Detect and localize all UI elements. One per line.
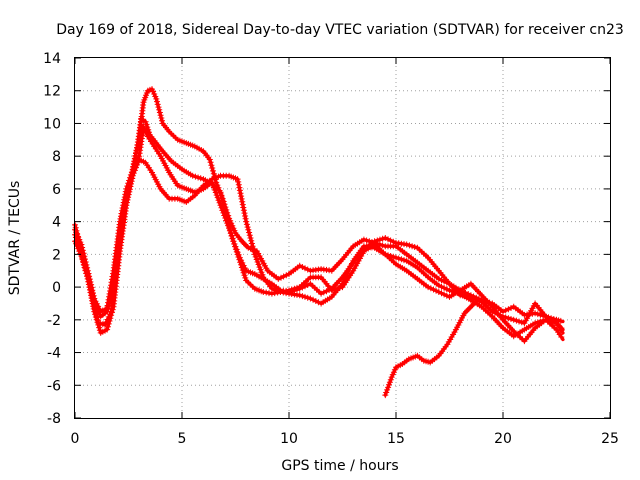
- y-tick-label: -2: [47, 313, 61, 329]
- axis-ticks: [74, 57, 611, 419]
- series-trace-e: [382, 298, 479, 399]
- x-tick-label: 15: [387, 431, 405, 447]
- x-tick-label: 5: [178, 431, 187, 447]
- y-tick-label: 0: [52, 280, 61, 296]
- y-tick-label: -6: [47, 378, 61, 394]
- y-axis-label: SDTVAR / TECUs: [7, 181, 23, 296]
- y-tick-label: 12: [43, 84, 61, 100]
- series-trace-b: [72, 115, 565, 332]
- plus-markers: [72, 115, 565, 331]
- y-tick-label: -4: [47, 346, 61, 362]
- data-series: [72, 86, 565, 399]
- x-tick-label: 20: [494, 431, 512, 447]
- y-tick-label: 14: [43, 51, 61, 67]
- series-line: [73, 116, 565, 332]
- y-tick-labels: 14 12 10 8 6 4 2 0 -2 -4 -6 -8: [43, 51, 61, 427]
- chart-title: Day 169 of 2018, Sidereal Day-to-day VTE…: [56, 22, 624, 38]
- x-tick-label: 0: [71, 431, 80, 447]
- grid-lines: [75, 58, 610, 418]
- y-tick-label: 6: [52, 182, 61, 198]
- y-tick-label: -8: [47, 411, 61, 427]
- y-tick-label: 8: [52, 149, 61, 165]
- y-tick-label: 4: [52, 215, 61, 231]
- x-tick-labels: 0 5 10 15 20 25: [71, 431, 619, 447]
- y-tick-label: 2: [52, 247, 61, 263]
- x-tick-label: 10: [280, 431, 298, 447]
- x-axis-label: GPS time / hours: [281, 458, 398, 474]
- plot-frame: [74, 57, 611, 419]
- x-tick-label: 25: [601, 431, 619, 447]
- y-tick-label: 10: [43, 116, 61, 132]
- plus-markers: [382, 298, 479, 399]
